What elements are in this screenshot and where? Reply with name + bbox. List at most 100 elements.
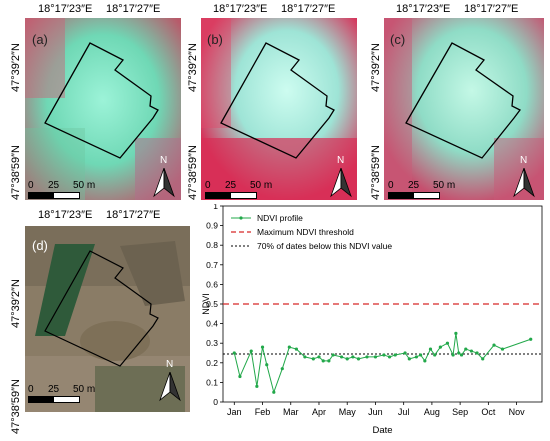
x-tick-label: Jul [398, 407, 410, 417]
satellite-image [25, 18, 181, 200]
y-tick-label: 0.6 [206, 279, 218, 289]
panel-label: (d) [32, 238, 48, 253]
ndvi-profile-point [481, 357, 485, 361]
satellite-image [384, 18, 544, 200]
ndvi-profile-point [303, 355, 307, 359]
ndvi-profile-point [414, 355, 418, 359]
ndvi-profile-point [419, 353, 423, 357]
lon-label-left: 18°17′23″E [213, 3, 268, 15]
scale-bar [205, 192, 257, 199]
lon-label-right: 18°17′27″E [281, 3, 336, 15]
north-letter: N [160, 155, 168, 166]
ndvi-profile-point [232, 351, 236, 355]
ndvi-profile-point [321, 359, 325, 363]
scale-label-50: 50 m [73, 384, 96, 395]
lat-label-bottom: 47°38′59″N [10, 144, 22, 200]
y-tick-label: 0.3 [206, 338, 218, 348]
x-tick-label: Aug [424, 407, 440, 417]
ndvi-profile-point [255, 384, 259, 388]
legend-label-profile: NDVI profile [257, 213, 303, 223]
y-tick-label: 0.9 [206, 221, 218, 231]
north-arrow-icon: N [152, 155, 176, 198]
panel-b: 18°17′23″E 18°17′27″E 47°39′2″N 47°38′59… [183, 0, 368, 204]
lon-label-right: 18°17′27″E [106, 209, 161, 221]
ndvi-profile-point [331, 353, 335, 357]
scale-label-25: 25 [225, 180, 237, 191]
ndvi-profile-point [339, 355, 344, 359]
lon-label-left: 18°17′23″E [38, 209, 93, 221]
y-tick-label: 0.7 [206, 260, 218, 270]
panel-c: 18°17′23″E 18°17′27″E 47°39′2″N 47°38′59… [366, 0, 550, 204]
ndvi-profile-point [433, 353, 437, 357]
scale-label-0: 0 [28, 180, 34, 191]
scale-label-25: 25 [408, 180, 420, 191]
lat-label-bottom: 47°38′59″N [10, 378, 22, 434]
y-tick-label: 0.5 [206, 299, 218, 309]
ndvi-profile-point [529, 337, 533, 341]
ndvi-profile-point [317, 355, 321, 359]
y-tick-label: 0.2 [206, 358, 218, 368]
lat-label-bottom: 47°38′59″N [370, 144, 382, 200]
panel-label: (a) [32, 32, 48, 47]
ndvi-profile-point [492, 343, 496, 347]
y-tick-label: 1 [213, 204, 218, 211]
x-axis-label: Date [372, 425, 392, 436]
scale-bar [388, 192, 440, 199]
ndvi-profile-point [280, 367, 284, 371]
ndvi-profile-point [438, 345, 442, 349]
scale-label-0: 0 [388, 180, 394, 191]
x-tick-label: Nov [509, 407, 526, 417]
ndvi-profile-point [457, 351, 461, 355]
panel-d: 18°17′23″E 18°17′27″E 47°39′2″N 47°38′59… [0, 206, 200, 440]
ndvi-profile-point [238, 374, 242, 379]
ndvi-profile-point [428, 347, 433, 351]
x-tick-label: Sep [452, 407, 468, 417]
lat-label-top: 47°39′2″N [370, 43, 382, 92]
y-tick-label: 0.4 [206, 319, 218, 329]
ndvi-profile-point [445, 341, 450, 345]
ndvi-profile-point [345, 357, 349, 361]
lat-label-bottom: 47°38′59″N [187, 144, 199, 200]
north-letter: N [337, 155, 345, 166]
north-arrow-icon: N [158, 359, 182, 402]
ndvi-profile-point [451, 353, 455, 357]
legend-marker-profile [239, 216, 243, 220]
ndvi-profile-point [373, 355, 378, 359]
scale-label-25: 25 [48, 180, 60, 191]
ndvi-chart: 0 0.1 0.2 0.3 0.4 0.5 0.6 0.7 0.8 0.9 1 Jan Feb Mar Ap… [200, 201, 546, 436]
y-tick-label: 0.8 [206, 240, 218, 250]
x-tick-label: Apr [312, 407, 326, 417]
ndvi-profile-point [287, 345, 291, 349]
ndvi-profile-point [272, 390, 276, 394]
ndvi-profile-point [356, 357, 361, 361]
lat-label-top: 47°39′2″N [10, 279, 22, 328]
ndvi-profile-point [265, 363, 269, 367]
satellite-image [201, 18, 357, 200]
ndvi-chart-svg: 0 0.1 0.2 0.3 0.4 0.5 0.6 0.7 0.8 0.9 1 Jan Feb Mar Ap… [201, 201, 543, 436]
ndvi-profile-point [459, 353, 464, 357]
ndvi-profile-point [327, 359, 331, 363]
scale-label-0: 0 [28, 384, 34, 395]
ndvi-profile-point [423, 359, 427, 363]
lon-label-right: 18°17′27″E [464, 3, 519, 15]
scale-label-50: 50 m [73, 180, 96, 191]
x-tick-label: Feb [255, 407, 271, 417]
panel-label: (b) [207, 32, 223, 47]
lat-label-top: 47°39′2″N [10, 43, 22, 92]
x-tick-label: Jun [368, 407, 383, 417]
y-tick-label: 0 [213, 397, 218, 407]
ndvi-profile-point [454, 331, 458, 335]
y-axis-label: NDVI [201, 293, 211, 315]
panel-label: (c) [390, 32, 406, 47]
scale-bar [28, 396, 80, 403]
lon-label-left: 18°17′23″E [38, 3, 93, 15]
ndvi-profile-point [393, 353, 397, 357]
ndvi-profile-point [382, 353, 386, 357]
ndvi-profile-point [403, 351, 407, 355]
lon-label-right: 18°17′27″E [106, 3, 161, 15]
north-arrow-icon: N [512, 155, 536, 198]
y-tick-label: 0.1 [206, 377, 218, 387]
x-tick-label: Mar [283, 407, 299, 417]
x-tick-label: Jan [227, 407, 242, 417]
legend-label-max: Maximum NDVI threshold [257, 227, 354, 237]
